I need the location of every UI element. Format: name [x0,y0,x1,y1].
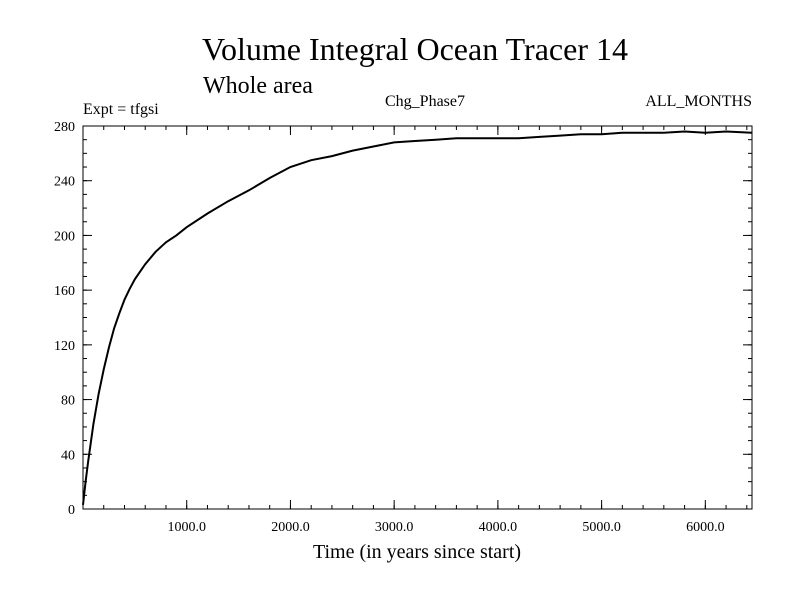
x-axis-title: Time (in years since start) [313,541,521,563]
x-tick-label: 4000.0 [479,520,518,535]
x-tick-label: 5000.0 [582,520,621,535]
y-tick-label: 160 [54,284,75,299]
right-label: ALL_MONTHS [645,93,752,110]
axis-ticks [83,125,752,510]
y-tick-label: 40 [61,448,75,463]
y-tick-label: 200 [54,229,75,244]
x-tick-label: 1000.0 [167,520,206,535]
y-tick-label: 0 [68,503,75,518]
axis-tick-labels: 1000.0 2000.0 3000.0 4000.0 5000.0 6000.0 0 40 8… [54,120,725,535]
x-tick-label: 2000.0 [271,520,310,535]
y-tick-label: 80 [61,394,75,409]
x-tick-label: 6000.0 [686,520,725,535]
x-tick-label: 3000.0 [375,520,414,535]
y-tick-label: 280 [54,120,75,135]
chart-title: Volume Integral Ocean Tracer 14 [202,31,628,67]
center-label: Chg_Phase7 [385,93,465,110]
y-tick-label: 120 [54,339,75,354]
chart-subtitle: Whole area [203,73,313,99]
y-tick-label: 240 [54,175,75,190]
experiment-label: Expt = tfgsi [83,101,159,118]
plot-frame [82,125,753,510]
series-line [82,130,753,506]
